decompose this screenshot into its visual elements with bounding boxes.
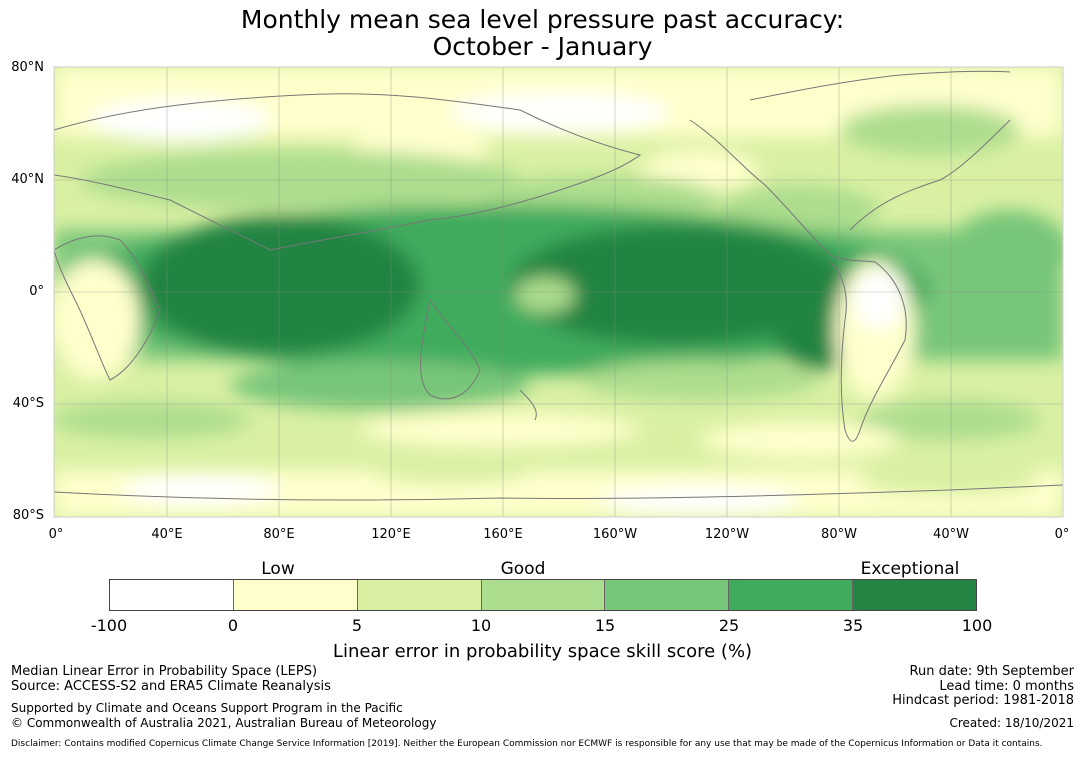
colorbar-tick: -100 (90, 616, 128, 635)
copyright-line: © Commonwealth of Australia 2021, Austra… (11, 716, 437, 730)
lon-label-160e: 160°E (483, 527, 523, 542)
lon-label-0-right: 0° (1054, 527, 1070, 542)
legend-category-exceptional: Exceptional (860, 559, 960, 579)
colorbar-segment (233, 580, 358, 610)
lon-label-40w: 40°W (933, 527, 969, 542)
lon-label-120w: 120°W (704, 527, 750, 542)
colorbar-segment (481, 580, 606, 610)
chart-title-line2: October - January (432, 32, 653, 61)
coastlines (54, 70, 1063, 501)
lon-label-160w: 160°W (592, 527, 638, 542)
colorbar-tick: 100 (961, 616, 993, 635)
source-line: Source: ACCESS-S2 and ERA5 Climate Reana… (11, 679, 331, 694)
lon-label-40e: 40°E (151, 527, 183, 542)
colorbar-tick: 0 (227, 616, 239, 635)
lat-label-0: 0° (29, 284, 44, 299)
lat-label-40n: 40°N (11, 172, 44, 187)
disclaimer: Disclaimer: Contains modified Copernicus… (11, 739, 1043, 749)
lat-label-80n: 80°N (11, 60, 44, 75)
lon-label-120e: 120°E (371, 527, 411, 542)
colorbar-tick: 35 (842, 616, 864, 635)
legend-category-good: Good (500, 559, 546, 579)
lat-label-40s: 40°S (12, 396, 44, 411)
created-date: Created: 18/10/2021 (949, 716, 1074, 730)
map-frame (53, 66, 1064, 518)
colorbar-tick: 15 (594, 616, 616, 635)
colorbar-tick: 5 (351, 616, 363, 635)
colorbar-segment (110, 580, 234, 610)
colorbar-label: Linear error in probability space skill … (332, 641, 753, 662)
legend-category-low: Low (261, 559, 295, 579)
support-line: Supported by Climate and Oceans Support … (11, 701, 403, 715)
lead-time: Lead time: 0 months (939, 679, 1074, 694)
colorbar-segment (357, 580, 482, 610)
colorbar-segment (605, 580, 730, 610)
run-date: Run date: 9th September (909, 664, 1074, 679)
lon-label-80e: 80°E (263, 527, 295, 542)
lat-label-80s: 80°S (12, 508, 44, 523)
colorbar-tick: 25 (718, 616, 740, 635)
colorbar (109, 579, 977, 611)
method-line: Median Linear Error in Probability Space… (11, 664, 318, 679)
lon-label-80w: 80°W (821, 527, 857, 542)
graticule (54, 67, 1063, 517)
colorbar-segment (729, 580, 854, 610)
colorbar-tick: 10 (470, 616, 492, 635)
colorbar-segment (853, 580, 977, 610)
hindcast-period: Hindcast period: 1981-2018 (892, 693, 1074, 708)
lon-label-0: 0° (48, 527, 64, 542)
chart-title-line1: Monthly mean sea level pressure past acc… (240, 5, 845, 34)
